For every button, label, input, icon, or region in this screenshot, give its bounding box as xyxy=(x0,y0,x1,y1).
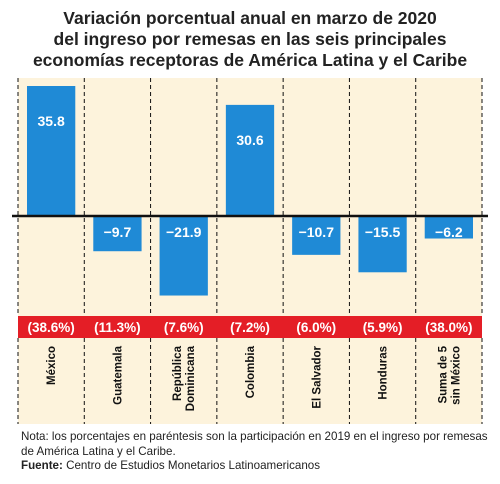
bar xyxy=(424,216,473,239)
category-label: Colombia xyxy=(245,345,257,398)
share-label: (38.6%) xyxy=(28,320,75,335)
share-label: (5.9%) xyxy=(363,320,403,335)
category-label: Suma de 5 xyxy=(437,345,449,403)
bar-chart: 35.8 −9.7 −21.9 30.6 −10.7 −15.5 −6.2 (38.6%) (1… xyxy=(12,78,488,424)
title-line-2: del ingreso por remesas en las seis prin… xyxy=(53,29,447,49)
bar-value-label: −10.7 xyxy=(299,224,335,240)
category-label: República xyxy=(172,345,184,401)
share-band xyxy=(18,316,482,338)
bar-value-label: −6.2 xyxy=(435,224,463,240)
title-line-3: economías receptoras de América Latina y… xyxy=(32,50,468,70)
chart-note: Nota: los porcentajes en paréntesis son … xyxy=(21,430,491,474)
title-line-1: Variación porcentual anual en marzo de 2… xyxy=(63,8,437,28)
source-line: Fuente: Centro de Estudios Monetarios La… xyxy=(21,459,491,474)
bar-value-label: −9.7 xyxy=(104,224,132,240)
share-label: (11.3%) xyxy=(94,320,141,335)
share-label: (6.0%) xyxy=(296,320,336,335)
share-label: (7.2%) xyxy=(230,320,270,335)
bar xyxy=(292,216,341,255)
bar xyxy=(159,216,208,296)
bar xyxy=(93,216,142,252)
source-text: Centro de Estudios Monetarios Latinoamer… xyxy=(62,459,321,472)
bar-value-label: −21.9 xyxy=(166,224,202,240)
category-label: Guatemala xyxy=(112,345,124,404)
bar xyxy=(358,216,407,273)
bar-value-label: 30.6 xyxy=(236,132,263,148)
note-text: Nota: los porcentajes en paréntesis son … xyxy=(21,430,488,458)
category-label: Dominicana xyxy=(185,345,197,411)
category-label: Honduras xyxy=(378,346,390,400)
bar-value-label: 35.8 xyxy=(38,113,65,129)
category-label: El Salvador xyxy=(311,345,323,408)
chart-title: Variación porcentual anual en marzo de 2… xyxy=(0,8,500,71)
label-background xyxy=(18,338,482,424)
bar xyxy=(27,86,76,216)
source-label: Fuente: xyxy=(21,459,63,472)
category-label: México xyxy=(46,346,58,385)
share-label: (7.6%) xyxy=(164,320,204,335)
bar xyxy=(225,104,275,216)
share-label: (38.0%) xyxy=(425,320,472,335)
bar-value-label: −15.5 xyxy=(365,224,401,240)
category-label: sin México xyxy=(450,346,462,405)
